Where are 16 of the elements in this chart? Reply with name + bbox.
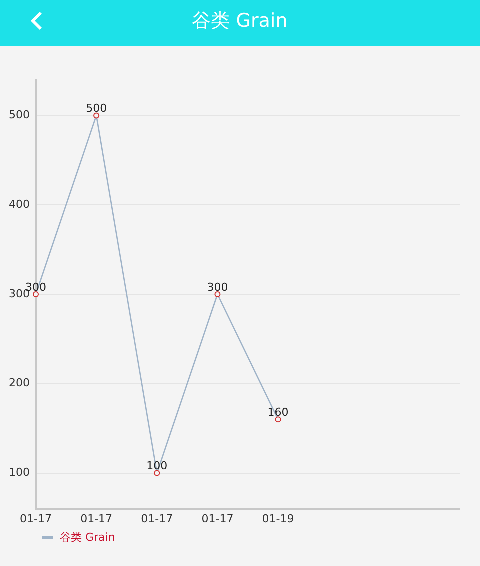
data-label: 500 <box>86 102 108 116</box>
chart-title: 谷类 Grain <box>192 10 288 32</box>
legend-label: 谷类 Grain <box>60 530 116 545</box>
y-tick-label: 400 <box>9 198 30 211</box>
data-label: 300 <box>207 280 228 294</box>
y-tick-label: 200 <box>9 376 30 390</box>
y-tick-label: 100 <box>9 466 30 480</box>
x-tick-label: 01-17 <box>202 512 234 526</box>
x-tick-label: 01-17 <box>20 512 52 526</box>
data-label: 100 <box>146 460 168 473</box>
y-tick-label: 500 <box>9 108 30 122</box>
x-tick-label: 01-19 <box>262 512 294 526</box>
data-label: 160 <box>268 406 289 419</box>
y-tick-label: 300 <box>9 287 30 300</box>
x-tick-label: 01-17 <box>141 512 174 526</box>
x-tick-label: 01-17 <box>80 512 113 526</box>
